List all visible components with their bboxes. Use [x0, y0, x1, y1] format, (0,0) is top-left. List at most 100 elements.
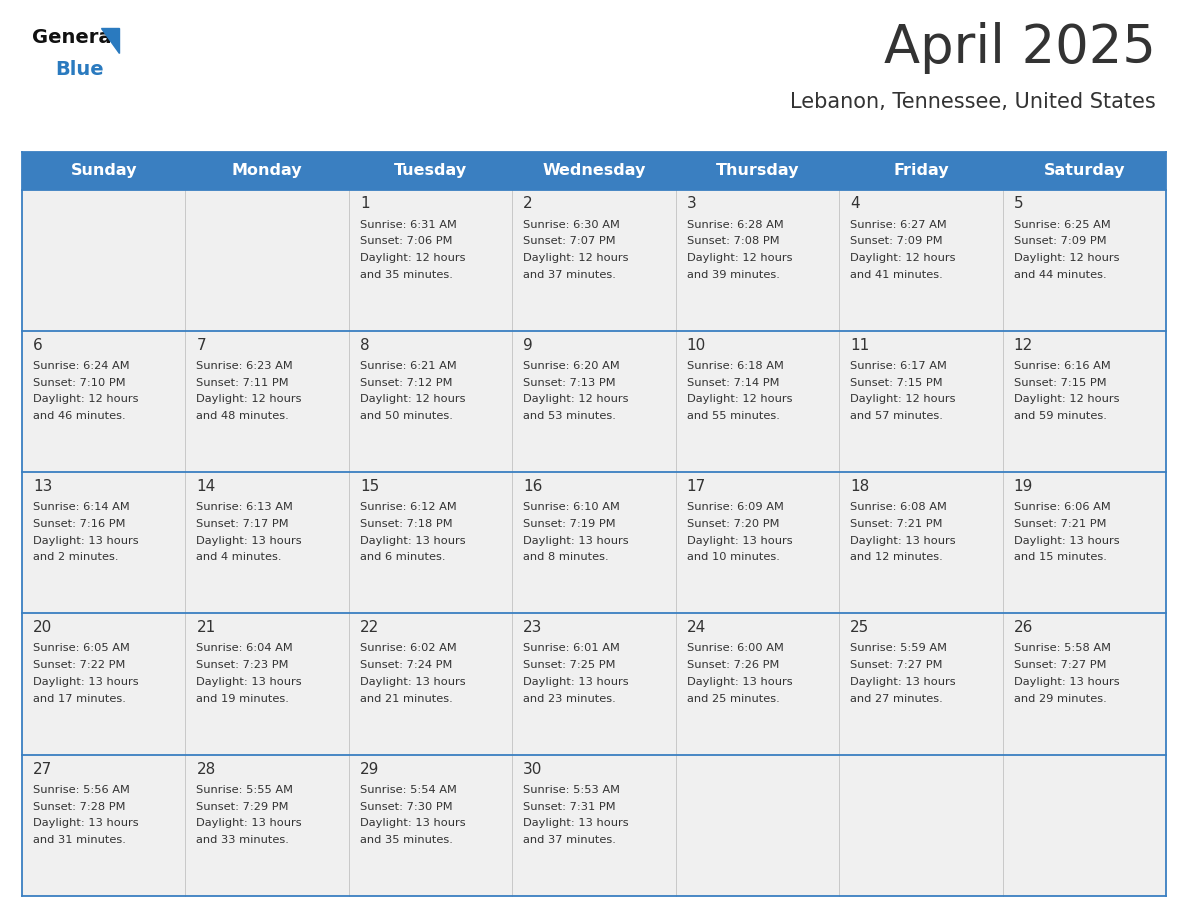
Text: Daylight: 12 hours: Daylight: 12 hours — [687, 253, 792, 263]
Text: and 6 minutes.: and 6 minutes. — [360, 553, 446, 563]
Text: 30: 30 — [523, 762, 543, 777]
Text: Sunrise: 6:16 AM: Sunrise: 6:16 AM — [1013, 361, 1111, 371]
Text: Sunset: 7:14 PM: Sunset: 7:14 PM — [687, 377, 779, 387]
Text: Sunrise: 6:17 AM: Sunrise: 6:17 AM — [851, 361, 947, 371]
Text: Sunrise: 6:12 AM: Sunrise: 6:12 AM — [360, 502, 456, 512]
Text: 20: 20 — [33, 621, 52, 635]
Text: and 23 minutes.: and 23 minutes. — [523, 694, 617, 704]
Text: April 2025: April 2025 — [884, 22, 1156, 74]
Text: and 39 minutes.: and 39 minutes. — [687, 270, 779, 280]
Text: Sunrise: 6:30 AM: Sunrise: 6:30 AM — [523, 219, 620, 230]
Text: and 12 minutes.: and 12 minutes. — [851, 553, 943, 563]
Text: Sunday: Sunday — [70, 163, 137, 178]
Text: Monday: Monday — [232, 163, 303, 178]
Text: Daylight: 12 hours: Daylight: 12 hours — [196, 395, 302, 405]
Text: Wednesday: Wednesday — [542, 163, 646, 178]
Text: 24: 24 — [687, 621, 706, 635]
Text: and 25 minutes.: and 25 minutes. — [687, 694, 779, 704]
Text: Sunrise: 6:08 AM: Sunrise: 6:08 AM — [851, 502, 947, 512]
Text: 3: 3 — [687, 196, 696, 211]
Text: Daylight: 13 hours: Daylight: 13 hours — [196, 677, 302, 687]
Text: Sunrise: 6:00 AM: Sunrise: 6:00 AM — [687, 644, 784, 654]
Text: Sunset: 7:19 PM: Sunset: 7:19 PM — [523, 519, 615, 529]
Text: 2: 2 — [523, 196, 533, 211]
Text: Sunset: 7:21 PM: Sunset: 7:21 PM — [1013, 519, 1106, 529]
Text: General: General — [32, 28, 118, 47]
Text: Sunset: 7:22 PM: Sunset: 7:22 PM — [33, 660, 126, 670]
Text: and 53 minutes.: and 53 minutes. — [523, 411, 617, 421]
Text: 10: 10 — [687, 338, 706, 353]
Text: Sunset: 7:11 PM: Sunset: 7:11 PM — [196, 377, 289, 387]
Text: and 17 minutes.: and 17 minutes. — [33, 694, 126, 704]
Text: Daylight: 12 hours: Daylight: 12 hours — [33, 395, 139, 405]
Text: Sunset: 7:12 PM: Sunset: 7:12 PM — [360, 377, 453, 387]
Text: Daylight: 13 hours: Daylight: 13 hours — [33, 818, 139, 828]
Text: 23: 23 — [523, 621, 543, 635]
Text: Daylight: 13 hours: Daylight: 13 hours — [1013, 677, 1119, 687]
Text: Daylight: 12 hours: Daylight: 12 hours — [1013, 395, 1119, 405]
Text: 4: 4 — [851, 196, 860, 211]
Text: Sunrise: 6:01 AM: Sunrise: 6:01 AM — [523, 644, 620, 654]
Text: Sunrise: 5:56 AM: Sunrise: 5:56 AM — [33, 785, 129, 795]
Text: and 57 minutes.: and 57 minutes. — [851, 411, 943, 421]
Text: Daylight: 12 hours: Daylight: 12 hours — [360, 253, 466, 263]
Text: Lebanon, Tennessee, United States: Lebanon, Tennessee, United States — [790, 92, 1156, 112]
Text: and 37 minutes.: and 37 minutes. — [523, 835, 617, 845]
Text: Daylight: 13 hours: Daylight: 13 hours — [360, 536, 466, 545]
Text: Sunrise: 6:27 AM: Sunrise: 6:27 AM — [851, 219, 947, 230]
Text: 16: 16 — [523, 479, 543, 494]
Text: Sunrise: 6:20 AM: Sunrise: 6:20 AM — [523, 361, 620, 371]
Text: Daylight: 12 hours: Daylight: 12 hours — [523, 253, 628, 263]
Text: Sunrise: 5:58 AM: Sunrise: 5:58 AM — [1013, 644, 1111, 654]
Text: Sunrise: 5:53 AM: Sunrise: 5:53 AM — [523, 785, 620, 795]
Text: 25: 25 — [851, 621, 870, 635]
Bar — [23, 152, 1165, 189]
Text: Sunset: 7:08 PM: Sunset: 7:08 PM — [687, 236, 779, 246]
Text: and 55 minutes.: and 55 minutes. — [687, 411, 779, 421]
Text: Daylight: 13 hours: Daylight: 13 hours — [851, 677, 956, 687]
Polygon shape — [101, 28, 119, 53]
Text: 1: 1 — [360, 196, 369, 211]
Text: Daylight: 12 hours: Daylight: 12 hours — [687, 395, 792, 405]
Text: and 31 minutes.: and 31 minutes. — [33, 835, 126, 845]
Text: 18: 18 — [851, 479, 870, 494]
Text: Daylight: 13 hours: Daylight: 13 hours — [196, 536, 302, 545]
Text: Daylight: 13 hours: Daylight: 13 hours — [523, 677, 628, 687]
Text: Sunrise: 6:13 AM: Sunrise: 6:13 AM — [196, 502, 293, 512]
Text: Sunrise: 6:25 AM: Sunrise: 6:25 AM — [1013, 219, 1111, 230]
Text: and 44 minutes.: and 44 minutes. — [1013, 270, 1106, 280]
Text: 22: 22 — [360, 621, 379, 635]
Text: Sunset: 7:20 PM: Sunset: 7:20 PM — [687, 519, 779, 529]
Text: Sunrise: 6:28 AM: Sunrise: 6:28 AM — [687, 219, 783, 230]
Bar — [23, 472, 1165, 613]
Text: Sunset: 7:15 PM: Sunset: 7:15 PM — [1013, 377, 1106, 387]
Text: and 46 minutes.: and 46 minutes. — [33, 411, 126, 421]
Text: 28: 28 — [196, 762, 216, 777]
Text: and 15 minutes.: and 15 minutes. — [1013, 553, 1106, 563]
Text: Daylight: 13 hours: Daylight: 13 hours — [1013, 536, 1119, 545]
Text: Sunset: 7:26 PM: Sunset: 7:26 PM — [687, 660, 779, 670]
Text: 17: 17 — [687, 479, 706, 494]
Text: Daylight: 12 hours: Daylight: 12 hours — [523, 395, 628, 405]
Text: Daylight: 12 hours: Daylight: 12 hours — [851, 253, 955, 263]
Text: 21: 21 — [196, 621, 216, 635]
Text: Sunrise: 6:05 AM: Sunrise: 6:05 AM — [33, 644, 129, 654]
Text: Tuesday: Tuesday — [394, 163, 467, 178]
Text: Daylight: 12 hours: Daylight: 12 hours — [851, 395, 955, 405]
Text: and 29 minutes.: and 29 minutes. — [1013, 694, 1106, 704]
Text: Sunrise: 6:24 AM: Sunrise: 6:24 AM — [33, 361, 129, 371]
Text: Sunset: 7:16 PM: Sunset: 7:16 PM — [33, 519, 126, 529]
Text: Daylight: 12 hours: Daylight: 12 hours — [1013, 253, 1119, 263]
Text: Sunset: 7:29 PM: Sunset: 7:29 PM — [196, 801, 289, 812]
Text: Daylight: 13 hours: Daylight: 13 hours — [851, 536, 956, 545]
Text: Sunrise: 6:21 AM: Sunrise: 6:21 AM — [360, 361, 456, 371]
Text: Sunset: 7:17 PM: Sunset: 7:17 PM — [196, 519, 289, 529]
Text: Saturday: Saturday — [1043, 163, 1125, 178]
Bar — [23, 189, 1165, 330]
Text: and 8 minutes.: and 8 minutes. — [523, 553, 609, 563]
Text: 6: 6 — [33, 338, 43, 353]
Text: and 10 minutes.: and 10 minutes. — [687, 553, 779, 563]
Text: Sunrise: 6:31 AM: Sunrise: 6:31 AM — [360, 219, 456, 230]
Text: 12: 12 — [1013, 338, 1032, 353]
Text: Sunrise: 5:59 AM: Sunrise: 5:59 AM — [851, 644, 947, 654]
